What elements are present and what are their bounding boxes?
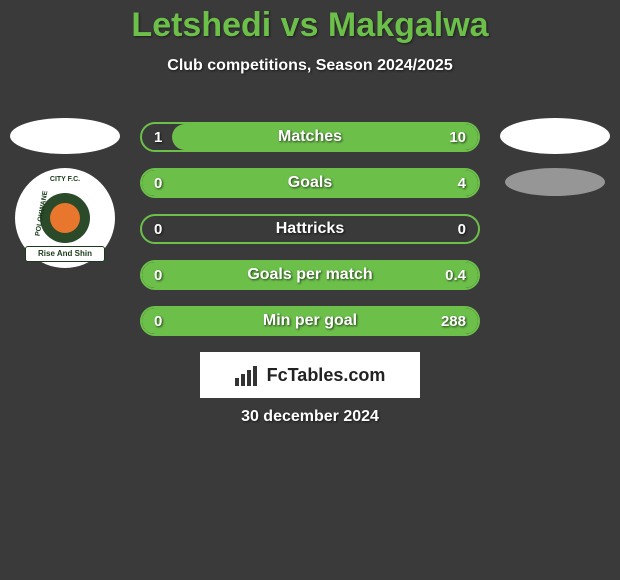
stat-label: Hattricks xyxy=(142,220,478,238)
stat-row: 0Hattricks0 xyxy=(140,214,480,244)
stat-right-value: 0.4 xyxy=(445,267,466,284)
stats-bars: 1Matches100Goals40Hattricks00Goals per m… xyxy=(140,122,480,352)
left-player-column: CITY F.C. POLOKWANE Rise And Shin xyxy=(10,118,120,268)
stat-right-value: 0 xyxy=(458,221,466,238)
player-right-ellipse xyxy=(500,118,610,154)
stat-row: 0Min per goal288 xyxy=(140,306,480,336)
player-left-ellipse xyxy=(10,118,120,154)
branding-chart-icon xyxy=(235,364,263,386)
stat-label: Goals per match xyxy=(142,266,478,284)
stat-row: 1Matches10 xyxy=(140,122,480,152)
badge-inner-circle xyxy=(50,203,80,233)
stat-label: Goals xyxy=(142,174,478,192)
stat-right-value: 288 xyxy=(441,313,466,330)
branding-text: FcTables.com xyxy=(267,365,386,386)
stat-row: 0Goals4 xyxy=(140,168,480,198)
stat-right-value: 10 xyxy=(449,129,466,146)
stat-right-value: 4 xyxy=(458,175,466,192)
stat-label: Min per goal xyxy=(142,312,478,330)
badge-banner: Rise And Shin xyxy=(25,246,105,262)
stat-label: Matches xyxy=(142,128,478,146)
subtitle: Club competitions, Season 2024/2025 xyxy=(0,57,620,75)
right-player-column xyxy=(500,118,610,210)
badge-top-text: CITY F.C. xyxy=(50,176,80,183)
branding-box: FcTables.com xyxy=(200,352,420,398)
page-title: Letshedi vs Makgalwa xyxy=(0,0,620,45)
date-text: 30 december 2024 xyxy=(0,408,620,426)
stat-row: 0Goals per match0.4 xyxy=(140,260,480,290)
club-right-ellipse xyxy=(505,168,605,196)
club-badge-left: CITY F.C. POLOKWANE Rise And Shin xyxy=(15,168,115,268)
